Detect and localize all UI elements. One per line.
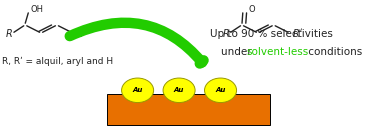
Text: OH: OH: [30, 5, 43, 14]
Text: Up to 90 % selectivities: Up to 90 % selectivities: [210, 29, 333, 39]
Text: conditions: conditions: [305, 47, 362, 57]
Text: R: R: [223, 29, 229, 39]
Text: solvent-less: solvent-less: [246, 47, 308, 57]
Text: R: R: [6, 29, 13, 39]
Text: Rʹ: Rʹ: [293, 29, 302, 39]
Ellipse shape: [122, 78, 153, 103]
Bar: [107, 94, 270, 125]
Ellipse shape: [163, 78, 195, 103]
Text: O: O: [248, 5, 255, 14]
Text: R, Rʹ = alquil, aryl and H: R, Rʹ = alquil, aryl and H: [2, 57, 113, 66]
Text: Au: Au: [174, 87, 184, 93]
Ellipse shape: [204, 78, 237, 103]
Text: under: under: [220, 47, 254, 57]
Text: Au: Au: [215, 87, 226, 93]
Text: Rʹ: Rʹ: [76, 29, 85, 39]
Text: Au: Au: [132, 87, 143, 93]
